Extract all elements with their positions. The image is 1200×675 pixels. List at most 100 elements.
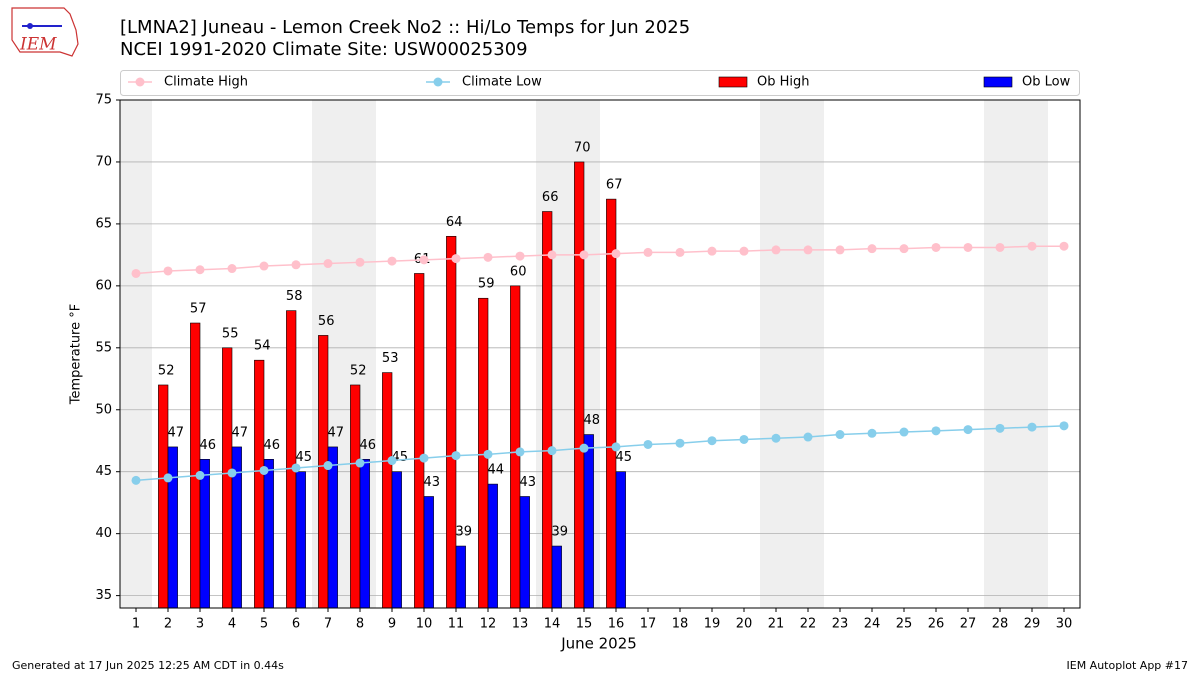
y-tick-label: 65 — [95, 216, 112, 231]
data-label: 47 — [328, 425, 345, 440]
point — [355, 257, 365, 267]
x-tick-label: 23 — [832, 617, 849, 632]
legend-swatch — [983, 76, 1013, 88]
point — [387, 456, 397, 466]
point — [419, 255, 429, 265]
point — [291, 463, 301, 473]
point — [739, 246, 749, 256]
point — [483, 252, 493, 262]
y-tick-label: 55 — [95, 340, 112, 355]
bar — [254, 359, 265, 609]
data-label: 43 — [424, 475, 441, 490]
point — [515, 447, 525, 457]
data-label: 59 — [478, 277, 495, 292]
point — [1027, 241, 1037, 251]
y-tick-label: 75 — [95, 93, 112, 108]
x-tick-label: 3 — [196, 617, 204, 632]
x-tick-label: 10 — [416, 617, 433, 632]
point — [963, 425, 973, 435]
data-label: 46 — [360, 438, 377, 453]
x-tick-label: 22 — [800, 617, 817, 632]
legend-label: Ob High — [757, 75, 810, 90]
y-axis-label: Temperature °F — [69, 304, 84, 405]
point — [227, 468, 237, 478]
point — [931, 242, 941, 252]
weekend-shade — [760, 100, 792, 608]
data-label: 47 — [168, 425, 185, 440]
x-tick-label: 27 — [960, 617, 977, 632]
point — [675, 247, 685, 257]
point — [483, 449, 493, 459]
point — [259, 465, 269, 475]
point — [931, 426, 941, 436]
data-label: 52 — [158, 363, 175, 378]
point — [195, 265, 205, 275]
point — [579, 443, 589, 453]
bar — [551, 545, 562, 609]
x-tick-label: 30 — [1056, 617, 1073, 632]
x-tick-label: 9 — [388, 617, 396, 632]
logo: IEM — [11, 7, 79, 57]
bar — [295, 471, 306, 609]
legend-label: Ob Low — [1022, 75, 1071, 90]
y-tick-label: 45 — [95, 464, 112, 479]
y-tick-label: 70 — [95, 154, 112, 169]
x-tick-label: 18 — [672, 617, 689, 632]
data-label: 66 — [542, 190, 559, 205]
point — [227, 264, 237, 274]
data-label: 43 — [520, 475, 537, 490]
point — [323, 259, 333, 269]
x-tick-label: 11 — [448, 617, 465, 632]
point — [995, 423, 1005, 433]
point — [547, 446, 557, 456]
point — [771, 245, 781, 255]
data-label: 60 — [510, 264, 527, 279]
bar — [350, 384, 361, 609]
legend-marker — [135, 77, 145, 87]
point — [707, 436, 717, 446]
legend-box — [120, 70, 1080, 96]
x-tick-label: 19 — [704, 617, 721, 632]
data-label: 39 — [552, 525, 569, 540]
x-tick-label: 1 — [132, 617, 140, 632]
legend-swatch — [718, 76, 748, 88]
bar — [423, 496, 434, 609]
data-label: 44 — [488, 463, 505, 478]
x-tick-label: 16 — [608, 617, 625, 632]
bar — [327, 446, 338, 609]
point — [611, 249, 621, 259]
y-tick-label: 50 — [95, 402, 112, 417]
point — [451, 254, 461, 264]
data-label: 57 — [190, 302, 207, 317]
point — [771, 433, 781, 443]
legend-marker — [433, 77, 443, 87]
bar — [487, 483, 498, 609]
footer-left: Generated at 17 Jun 2025 12:25 AM CDT in… — [12, 659, 284, 672]
point — [195, 470, 205, 480]
x-tick-label: 6 — [292, 617, 300, 632]
point — [739, 434, 749, 444]
x-tick-label: 29 — [1024, 617, 1041, 632]
data-label: 55 — [222, 326, 239, 341]
logo-outline — [11, 7, 79, 57]
data-label: 46 — [200, 438, 217, 453]
point — [611, 442, 621, 452]
bar — [158, 384, 169, 609]
bar — [542, 211, 553, 609]
data-label: 67 — [606, 178, 623, 193]
plot-frame — [119, 99, 1081, 609]
point — [1059, 241, 1069, 251]
bar — [606, 198, 617, 609]
point — [995, 242, 1005, 252]
bar — [455, 545, 466, 609]
point — [547, 250, 557, 260]
x-tick-label: 13 — [512, 617, 529, 632]
point — [163, 266, 173, 276]
data-label: 56 — [318, 314, 335, 329]
chart-title: [LMNA2] Juneau - Lemon Creek No2 :: Hi/L… — [120, 17, 690, 38]
bar — [583, 434, 594, 609]
point — [707, 246, 717, 256]
x-tick-label: 21 — [768, 617, 785, 632]
line — [135, 425, 1065, 482]
point — [1027, 422, 1037, 432]
